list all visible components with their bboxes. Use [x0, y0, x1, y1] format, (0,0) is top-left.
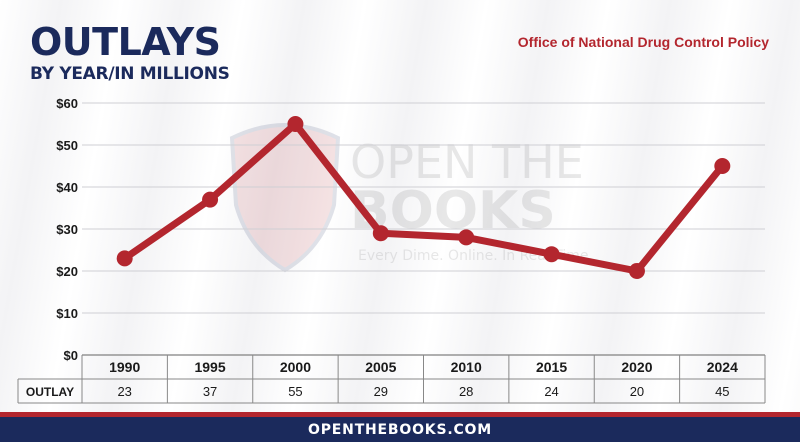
data-label: 23 — [117, 384, 131, 399]
data-table: OUTLAY 1990 23 1995 37 2000 55 2005 29 2010 28 2015… — [17, 354, 766, 404]
data-point — [287, 116, 304, 132]
watermark-shield-icon — [229, 123, 341, 273]
data-label: 37 — [203, 384, 217, 399]
source-label: Office of National Drug Control Policy — [517, 34, 769, 50]
x-tick-label: 1990 — [109, 359, 140, 375]
series-line — [121, 120, 726, 275]
data-label: 28 — [459, 384, 473, 399]
x-tick-label: 1995 — [194, 359, 225, 375]
x-tick-label: 2005 — [365, 359, 396, 375]
data-point — [714, 158, 731, 174]
data-label: 45 — [715, 384, 729, 399]
y-tick-label: $0 — [64, 348, 78, 363]
footer-link[interactable]: OPENTHEBOOKS.COM — [308, 421, 492, 438]
y-tick-label: $60 — [56, 96, 78, 111]
chart-title: OUTLAYS — [30, 20, 221, 64]
data-label: 24 — [544, 384, 558, 399]
watermark-line1: OPEN THE — [350, 135, 584, 189]
series-outlay — [116, 116, 731, 279]
x-tick-label: 2015 — [536, 359, 567, 375]
x-tick-label: 2010 — [451, 359, 482, 375]
chart-subtitle: BY YEAR/IN MILLIONS — [30, 64, 230, 84]
data-point — [202, 191, 219, 208]
x-tick-label: 2000 — [280, 359, 311, 375]
footer-stripe — [0, 412, 800, 417]
y-tick-label: $30 — [56, 222, 78, 237]
x-tick-label: 2020 — [621, 359, 652, 375]
table-row-label: OUTLAY — [26, 385, 74, 399]
data-point — [116, 250, 133, 267]
line-chart: OPEN THE BOOKS Every Dime. Online. In Re… — [17, 96, 766, 404]
data-point — [458, 229, 475, 246]
data-label: 20 — [630, 384, 644, 399]
data-label: 55 — [288, 384, 302, 399]
x-tick-label: 2024 — [707, 359, 738, 375]
y-tick-label: $20 — [56, 264, 78, 279]
data-point — [628, 263, 645, 279]
y-axis: $0 $10 $20 $30 $40 $50 $60 — [56, 96, 78, 363]
data-point — [543, 246, 560, 263]
data-point — [372, 225, 389, 242]
y-tick-label: $40 — [56, 180, 78, 195]
y-tick-label: $10 — [56, 306, 78, 321]
footer-bar: OPENTHEBOOKS.COM — [0, 417, 800, 442]
y-tick-label: $50 — [56, 138, 78, 153]
data-label: 29 — [374, 384, 388, 399]
